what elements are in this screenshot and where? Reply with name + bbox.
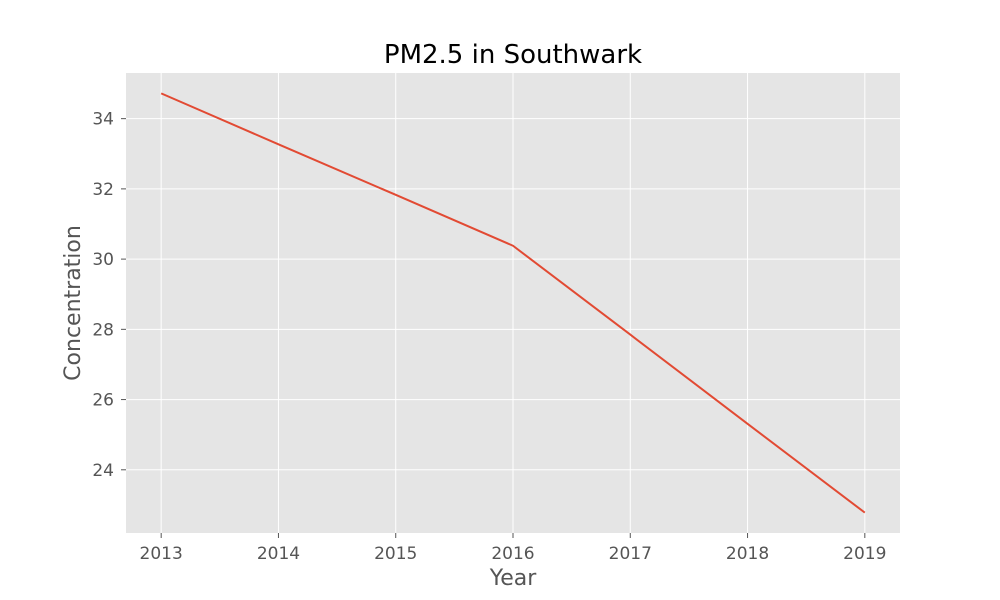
y-tick-label: 26 xyxy=(92,391,114,411)
y-tick-label: 34 xyxy=(92,110,114,130)
x-tick-label: 2014 xyxy=(257,544,300,564)
series-layer xyxy=(160,92,866,514)
chart-title: PM2.5 in Southwark xyxy=(384,40,642,70)
x-tick-label: 2015 xyxy=(374,544,417,564)
y-tick-label: 24 xyxy=(92,461,114,481)
grid xyxy=(126,73,900,533)
x-tick-label: 2019 xyxy=(843,544,886,564)
y-axis-label: Concentration xyxy=(61,225,86,381)
x-tick-label: 2016 xyxy=(491,544,534,564)
x-tick-label: 2018 xyxy=(726,544,769,564)
y-tick-label: 32 xyxy=(92,180,114,200)
series-line xyxy=(160,92,866,514)
x-tick-label: 2017 xyxy=(609,544,652,564)
x-axis-label: Year xyxy=(489,566,538,591)
axis-ticks: 2013 2014 2015 2016 2017 2018 2019 24 26 28 30 32 34 xyxy=(92,110,886,564)
y-tick-label: 30 xyxy=(92,250,114,270)
y-tick-label: 28 xyxy=(92,320,114,340)
x-tick-label: 2013 xyxy=(140,544,183,564)
